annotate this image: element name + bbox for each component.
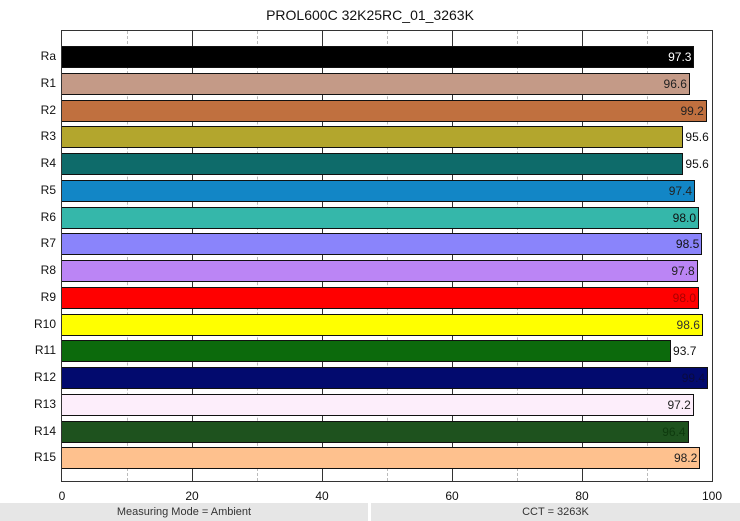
y-axis-label: R1 [40,75,56,90]
x-axis-tick: 40 [315,489,329,503]
gridline-major [322,31,323,481]
bar-value-label: 95.6 [685,157,709,171]
y-axis-label: R2 [40,102,56,117]
bar-value-label: 95.6 [685,130,709,145]
x-axis-tick: 20 [185,489,199,503]
plot-area: 97.3 96.6 99.2 95.6 95.6 97.4 98.0 98.5 97.8 98.0… [61,30,713,482]
gridline-minor [647,31,648,481]
y-axis-label: R11 [34,343,56,358]
bar-r6 [62,206,699,229]
bar-value-label: 96.4 [662,424,686,439]
bar-r12 [62,367,709,389]
bar-r9 [62,286,699,309]
bar-value-label: 98.0 [672,210,696,225]
bar-r3 [62,126,684,149]
x-axis-tick: 0 [58,489,66,503]
y-axis-label: R4 [40,156,56,170]
gridline-minor [517,31,518,481]
bar-value-label: 98.2 [673,451,698,466]
y-axis-label: R8 [40,263,56,277]
y-axis-label: R15 [33,450,56,465]
gridline-major [192,31,193,481]
y-axis-label: R12 [33,370,56,384]
x-axis-tick: 100 [701,489,723,503]
bar-r1 [62,72,690,95]
y-axis-label: R9 [40,289,56,304]
y-axis-label: R14 [33,423,56,438]
bar-value-label: 98.0 [672,290,696,305]
y-axis-label: R7 [40,236,56,251]
bar-value-label: 97.4 [668,183,693,198]
bar-r4 [62,153,684,175]
bar-r8 [62,260,698,282]
x-axis-tick: 80 [575,489,589,503]
bar-r15 [62,447,701,470]
bar-r13 [62,393,694,416]
bar-value-label: 98.5 [675,237,700,252]
gridline-minor [257,31,258,481]
gridline-major [582,31,583,481]
bar-r11 [62,340,672,363]
gridline-minor [127,31,128,481]
y-axis-label: R10 [33,316,56,331]
bar-r7 [62,233,703,256]
bar-value-label: 97.2 [667,397,691,412]
status-measuring-mode: Measuring Mode = Ambient [0,503,368,521]
gridline-minor [387,31,388,481]
bar-r10 [62,313,703,336]
chart-title: PROL600C 32K25RC_01_3263K [266,7,474,23]
bar-value-label: 99.4 [681,371,706,385]
bar-r14 [62,420,689,443]
bar-value-label: 97.8 [671,264,695,278]
y-axis-label: R13 [33,396,56,411]
bar-value-label: 96.6 [663,76,687,91]
bar-ra [62,46,695,68]
y-axis-label: R6 [40,209,56,224]
bar-r5 [62,179,696,202]
y-axis-label: Ra [40,49,56,63]
bar-value-label: 98.6 [676,317,700,332]
gridline-major [452,31,453,481]
bar-value-label: 93.7 [673,344,697,359]
y-axis-label: R3 [40,129,56,144]
bar-value-label: 99.2 [680,103,704,118]
bar-value-label: 97.3 [668,50,692,64]
x-axis-tick: 60 [445,489,459,503]
status-cct: CCT = 3263K [371,503,740,521]
y-axis-label: R5 [40,182,56,197]
bar-r2 [62,99,707,122]
